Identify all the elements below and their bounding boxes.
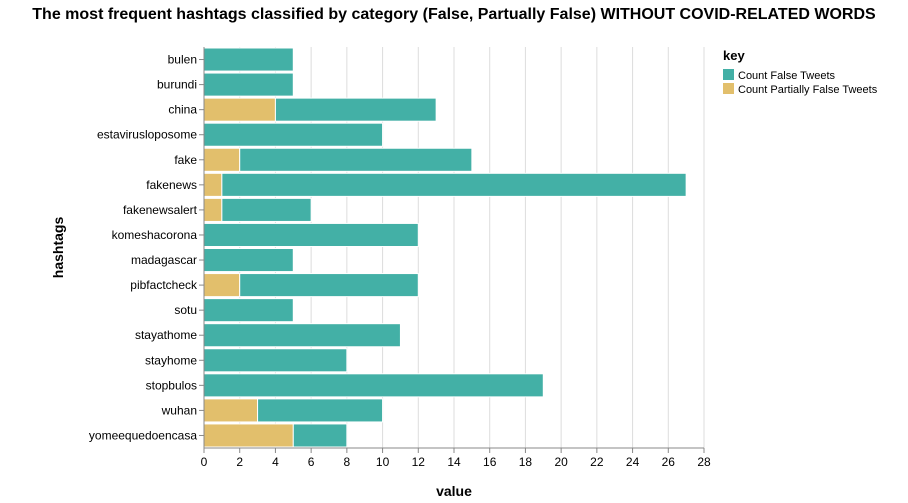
bar-partially-false-wuhan [203, 398, 259, 423]
y-tick-label-yomeequedoencasa: yomeequedoencasa [89, 428, 197, 442]
bar-false-madagascar [203, 248, 294, 273]
bar-false-stayhome [203, 348, 348, 373]
bar-false-stopbulos [203, 373, 544, 398]
x-tick-label: 12 [412, 455, 426, 469]
x-tick-label: 0 [201, 455, 208, 469]
x-tick-label: 2 [236, 455, 243, 469]
x-tick-label: 8 [344, 455, 351, 469]
bar-partially-false-fakenews [203, 172, 223, 197]
y-tick-label-sotu: sotu [174, 303, 197, 317]
bar-false-wuhan [257, 398, 384, 423]
bar-false-bulen [203, 47, 294, 72]
x-axis-title: value [436, 483, 472, 499]
y-tick-label-stayhome: stayhome [145, 353, 197, 367]
y-tick-label-bulen: bulen [168, 53, 197, 67]
y-tick-label-pibfactcheck: pibfactcheck [130, 278, 198, 292]
legend-title: key [723, 48, 745, 63]
y-tick-label-burundi: burundi [157, 78, 197, 92]
y-tick-label-komeshacorona: komeshacorona [112, 228, 198, 242]
x-tick-label: 6 [308, 455, 315, 469]
bar-false-stayathome [203, 323, 401, 348]
legend-label-partially-false: Count Partially False Tweets [738, 84, 878, 96]
y-tick-label-fakenewsalert: fakenewsalert [123, 203, 198, 217]
x-tick-label: 26 [662, 455, 676, 469]
y-tick-label-china: china [168, 103, 197, 117]
bar-false-china [274, 97, 437, 122]
bar-false-yomeequedoencasa [292, 423, 348, 448]
legend-swatch-false [723, 69, 734, 80]
bar-false-estavirusloposome [203, 122, 384, 147]
bar-partially-false-pibfactcheck [203, 273, 241, 298]
bar-false-komeshacorona [203, 222, 419, 247]
y-tick-label-madagascar: madagascar [131, 253, 197, 267]
bar-partially-false-fakenewsalert [203, 197, 223, 222]
x-tick-label: 10 [376, 455, 390, 469]
bar-partially-false-fake [203, 147, 241, 172]
x-tick-label: 24 [626, 455, 640, 469]
legend-swatch-partially-false [723, 83, 734, 94]
x-tick-label: 20 [554, 455, 568, 469]
x-tick-label: 22 [590, 455, 604, 469]
y-tick-label-stayathome: stayathome [135, 328, 197, 342]
bar-false-fake [239, 147, 473, 172]
x-tick-label: 4 [272, 455, 279, 469]
bar-partially-false-china [203, 97, 276, 122]
y-tick-label-stopbulos: stopbulos [146, 378, 197, 392]
y-tick-label-wuhan: wuhan [161, 403, 197, 417]
bar-false-burundi [203, 72, 294, 97]
y-tick-label-estavirusloposome: estavirusloposome [97, 128, 197, 142]
legend-label-false: Count False Tweets [738, 70, 836, 82]
chart-title: The most frequent hashtags classified by… [32, 6, 876, 23]
bar-partially-false-yomeequedoencasa [203, 423, 294, 448]
bar-false-sotu [203, 298, 294, 323]
x-tick-label: 16 [483, 455, 497, 469]
y-tick-label-fakenews: fakenews [146, 178, 197, 192]
bar-false-pibfactcheck [239, 273, 419, 298]
y-tick-label-fake: fake [174, 153, 197, 167]
x-tick-label: 28 [697, 455, 711, 469]
y-axis-title: hashtags [50, 217, 66, 279]
bar-false-fakenews [221, 172, 687, 197]
x-tick-label: 14 [447, 455, 461, 469]
x-tick-label: 18 [519, 455, 533, 469]
bar-false-fakenewsalert [221, 197, 312, 222]
